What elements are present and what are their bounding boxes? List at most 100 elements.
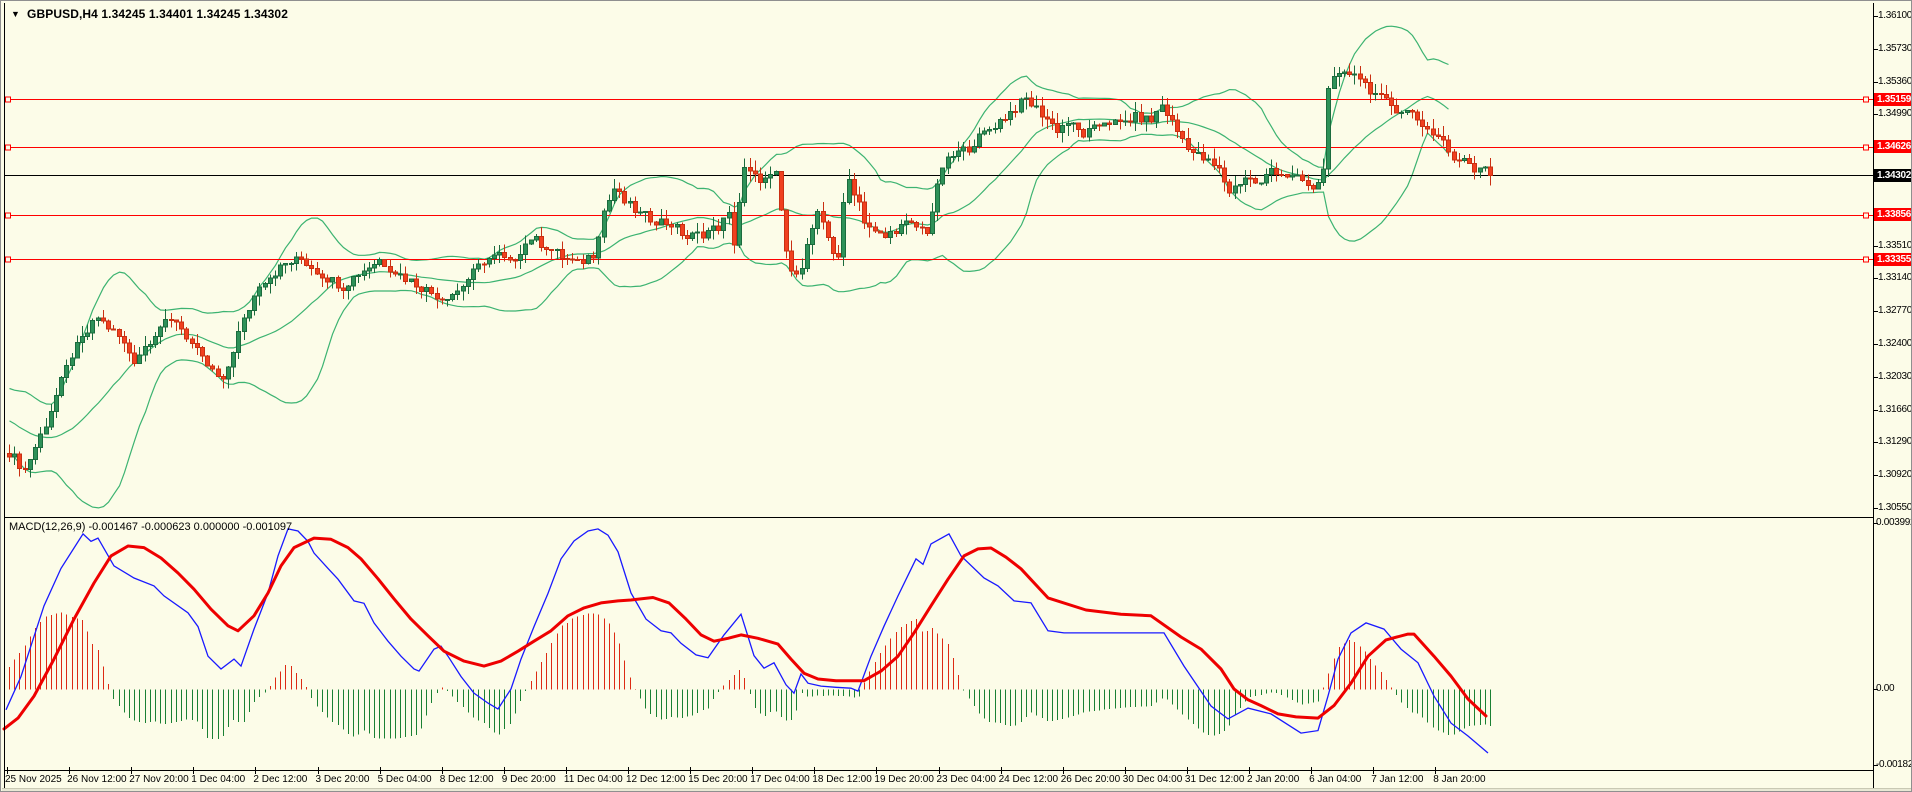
- candle-body: [1379, 92, 1384, 96]
- candle-body: [117, 328, 122, 337]
- candle-body: [560, 249, 565, 260]
- candle-body: [471, 268, 476, 281]
- macd-tick-label: -0.00182: [1876, 758, 1912, 770]
- time-label: 31 Dec 12:00: [1184, 774, 1245, 785]
- candle-body: [852, 179, 857, 196]
- candle-body: [648, 211, 653, 223]
- candle-body: [894, 231, 899, 234]
- candle-body: [289, 262, 294, 265]
- symbol-info-bar: ▼ GBPUSD,H4 1.34245 1.34401 1.34245 1.34…: [11, 7, 288, 21]
- main-chart-area[interactable]: [5, 4, 1873, 517]
- time-label: 2 Jan 20:00: [1247, 774, 1300, 785]
- candle-body: [283, 263, 288, 266]
- candle-body: [96, 317, 101, 322]
- price-tick-label: 1.32400: [1878, 338, 1912, 349]
- price-tick-label: 1.31290: [1878, 436, 1912, 448]
- time-label: 18 Dec 12:00: [812, 774, 872, 785]
- candle-body: [1467, 157, 1472, 164]
- candle-body: [54, 395, 59, 413]
- candle-body: [1410, 110, 1415, 113]
- price-tick-label: 1.30920: [1878, 469, 1912, 481]
- candle-body: [221, 375, 226, 380]
- candle-body: [951, 155, 956, 158]
- candle-body: [883, 232, 888, 239]
- time-label: 3 Dec 20:00: [315, 774, 370, 785]
- candle-body: [1191, 149, 1196, 154]
- symbol-ohlc-text: GBPUSD,H4 1.34245 1.34401 1.34245 1.3430…: [27, 7, 288, 21]
- candle-body: [930, 211, 935, 235]
- candle-body: [1003, 119, 1008, 122]
- candle-body: [841, 202, 846, 258]
- candle-body: [690, 232, 695, 239]
- time-label: 26 Dec 20:00: [1060, 774, 1121, 785]
- line-anchor-marker: [5, 144, 11, 151]
- candle-body: [341, 287, 346, 291]
- candle-body: [190, 338, 195, 344]
- candle-body: [1457, 159, 1462, 162]
- candle-body: [1186, 137, 1191, 151]
- symbol-dropdown-icon[interactable]: ▼: [11, 8, 21, 19]
- candle-body: [304, 258, 309, 267]
- candle-body: [1227, 181, 1232, 194]
- candle-body: [1358, 73, 1363, 80]
- candle-body: [101, 317, 106, 322]
- candle-body: [487, 258, 492, 265]
- candle-body: [153, 335, 158, 346]
- candle-body: [940, 167, 945, 185]
- candle-body: [1222, 167, 1227, 183]
- candle-body: [38, 433, 43, 448]
- candle-body: [711, 225, 716, 231]
- candle-body: [513, 259, 518, 262]
- candle-body: [565, 258, 570, 261]
- candle-body: [1013, 111, 1018, 114]
- candle-body: [680, 224, 685, 236]
- candle-body: [1483, 166, 1488, 169]
- candle-body: [1394, 104, 1399, 114]
- candle-body: [1274, 168, 1279, 176]
- candle-body: [492, 254, 497, 260]
- candle-body: [445, 298, 450, 301]
- candle-body: [831, 236, 836, 254]
- time-label: 2 Dec 12:00: [253, 774, 308, 785]
- bollinger-band-line: [9, 131, 1449, 509]
- price-tick-label: 1.33510: [1878, 239, 1912, 251]
- candle-body: [309, 265, 314, 270]
- candle-body: [982, 130, 987, 135]
- candle-body: [617, 188, 622, 192]
- candle-body: [1233, 185, 1238, 194]
- level-price-badge: 1.34626: [1874, 140, 1911, 154]
- candle-body: [1264, 173, 1269, 184]
- candle-body: [257, 286, 262, 297]
- candle-body: [847, 179, 852, 204]
- candle-body: [1123, 120, 1128, 123]
- candle-body: [351, 276, 356, 287]
- candle-body: [1087, 127, 1092, 138]
- candle-body: [575, 259, 580, 262]
- time-label: 8 Jan 20:00: [1433, 774, 1486, 785]
- candle-body: [158, 326, 163, 337]
- price-tick-label: 1.34990: [1878, 108, 1912, 120]
- macd-chart-area[interactable]: [5, 520, 1873, 770]
- candle-body: [1462, 157, 1467, 161]
- time-label: 27 Nov 20:00: [129, 774, 189, 785]
- candle-body: [236, 330, 241, 354]
- candle-body: [998, 119, 1003, 129]
- candle-body: [476, 263, 481, 270]
- candle-body: [367, 267, 372, 272]
- candle-body: [607, 199, 612, 212]
- candle-body: [1478, 167, 1483, 173]
- candle-body: [424, 287, 429, 293]
- candle-body: [549, 249, 554, 252]
- candle-body: [935, 183, 940, 213]
- candle-body: [252, 295, 257, 312]
- candle-body: [1253, 177, 1258, 184]
- horizontal-scrollbar-track[interactable]: [2, 788, 1911, 791]
- candle-body: [518, 253, 523, 262]
- candle-body: [539, 235, 544, 249]
- candle-body: [1040, 105, 1045, 118]
- level-price-badge: 1.33856: [1874, 208, 1911, 222]
- candle-body: [356, 275, 361, 278]
- candle-body: [591, 255, 596, 259]
- candle-body: [1248, 177, 1253, 180]
- candle-body: [466, 279, 471, 287]
